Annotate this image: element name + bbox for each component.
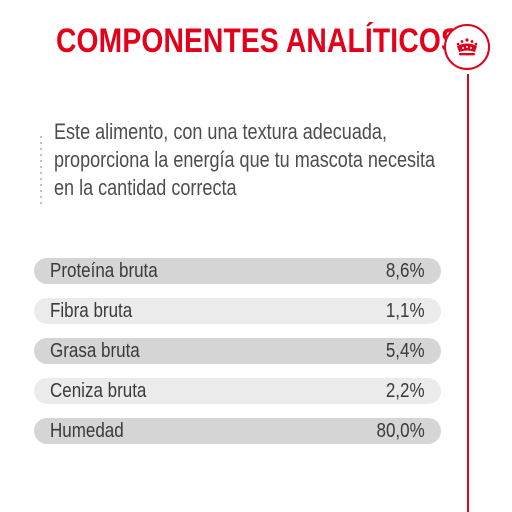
vertical-divider (467, 74, 469, 512)
component-value: 2,2% (386, 379, 425, 402)
component-label: Grasa bruta (50, 339, 140, 362)
component-value: 8,6% (386, 259, 425, 282)
page-title: COMPONENTES ANALÍTICOS (56, 22, 460, 60)
component-label: Ceniza bruta (50, 379, 147, 402)
description-line: en la cantidad correcta (54, 175, 237, 200)
table-row: Ceniza bruta 2,2% (34, 378, 441, 404)
component-value: 80,0% (376, 419, 425, 442)
product-description: Este alimento, con una textura adecuada,… (54, 118, 436, 202)
description-line: proporciona la energía que tu mascota ne… (54, 147, 436, 172)
table-row: Grasa bruta 5,4% (34, 338, 441, 364)
table-row: Proteína bruta 8,6% (34, 258, 441, 284)
brand-badge (444, 24, 490, 70)
description-line: Este alimento, con una textura adecuada, (54, 119, 387, 144)
component-label: Humedad (50, 419, 124, 442)
table-row: Fibra bruta 1,1% (34, 298, 441, 324)
dotted-divider (40, 134, 42, 208)
table-row: Humedad 80,0% (34, 418, 441, 444)
analytical-components-table: Proteína bruta 8,6% Fibra bruta 1,1% Gra… (34, 258, 441, 458)
component-label: Fibra bruta (50, 299, 133, 322)
component-value: 1,1% (386, 299, 425, 322)
component-value: 5,4% (386, 339, 425, 362)
component-label: Proteína bruta (50, 259, 158, 282)
crown-icon (456, 38, 478, 56)
